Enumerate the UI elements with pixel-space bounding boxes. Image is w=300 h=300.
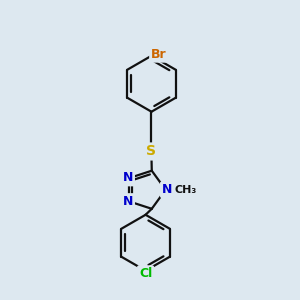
Text: N: N (123, 195, 133, 208)
Text: N: N (162, 183, 172, 196)
Text: Cl: Cl (139, 267, 152, 280)
Text: S: S (146, 145, 157, 158)
Text: Br: Br (151, 48, 167, 61)
Text: CH₃: CH₃ (174, 185, 196, 195)
Text: N: N (123, 172, 133, 184)
